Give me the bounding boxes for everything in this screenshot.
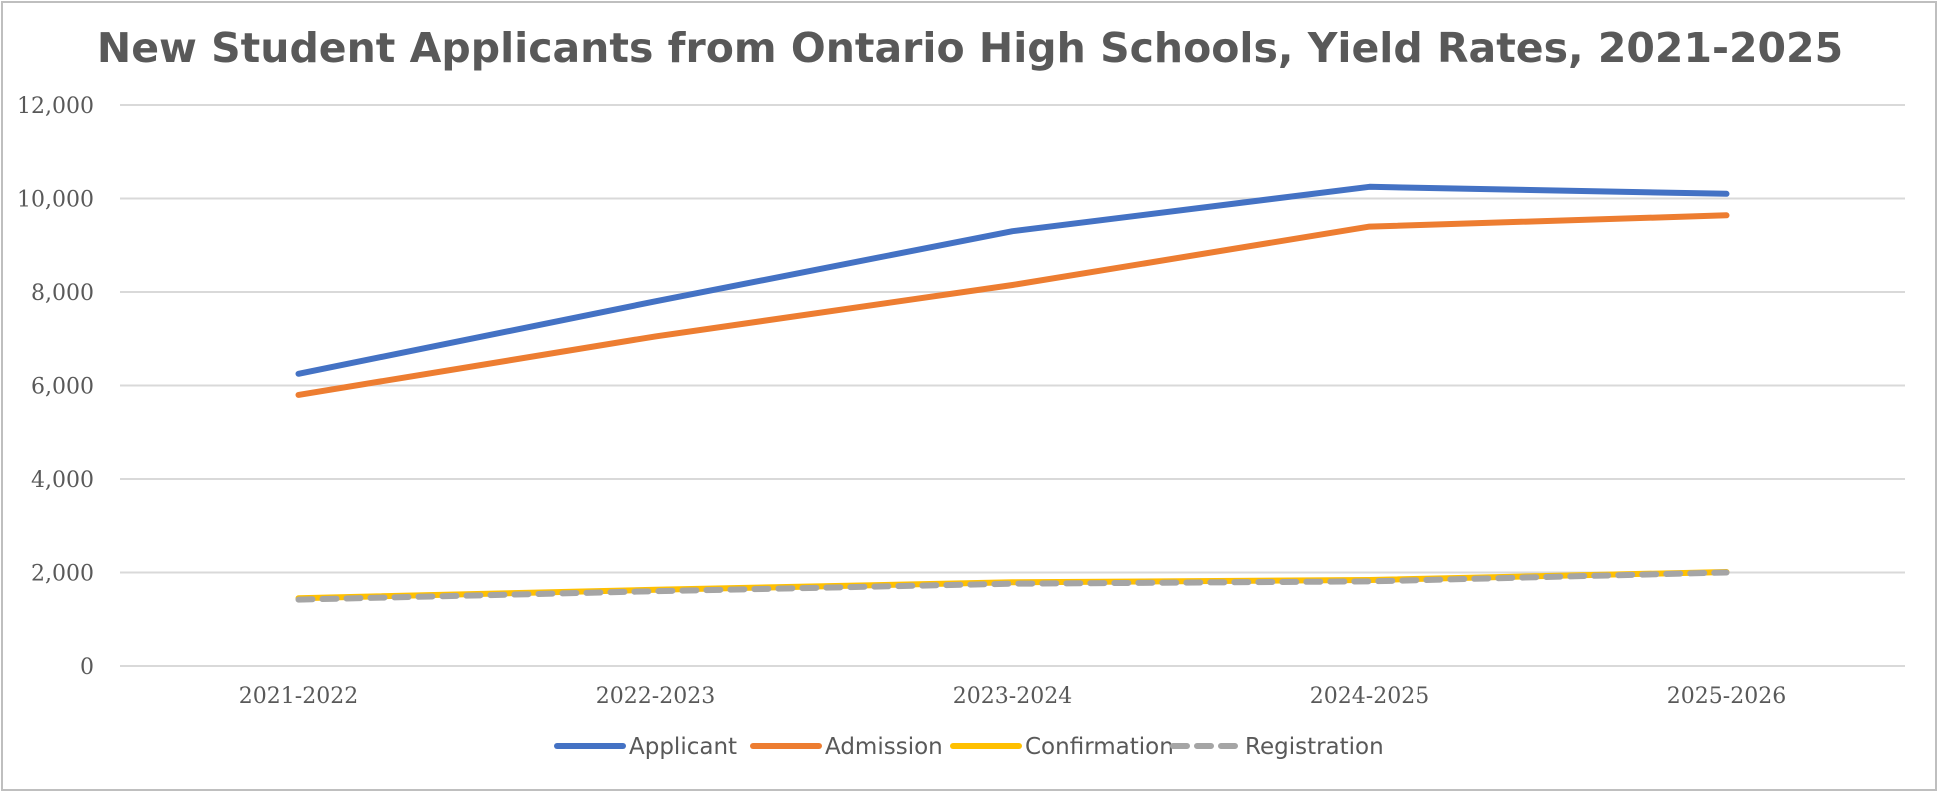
series-lines [295,183,1730,603]
data-point [655,335,656,337]
data-point [1012,583,1013,585]
data-point [1012,284,1013,286]
y-axis-tick-labels: 0 2,000 4,000 6,000 8,000 10,000 12,000 [17,94,94,680]
legend-label: Admission [825,734,943,760]
y-tick-label: 4,000 [31,468,94,493]
legend: Applicant Admission Confirmation Registrati… [554,734,1384,760]
y-tick-label: 0 [80,655,94,680]
legend-item-confirmation: Confirmation [950,734,1174,760]
data-point [655,300,656,302]
y-tick-label: 2,000 [31,562,94,587]
legend-label: Registration [1245,734,1384,760]
x-tick-label: 2023-2024 [953,684,1072,709]
x-tick-label: 2021-2022 [239,684,358,709]
x-axis-tick-labels: 2021-2022 2022-2023 2023-2024 2024-2025 2025… [239,684,1786,709]
data-point [1369,580,1370,582]
data-point [298,599,299,601]
y-tick-label: 10,000 [17,188,94,213]
x-tick-label: 2024-2025 [1310,684,1429,709]
data-point [655,590,656,592]
data-point [1369,226,1370,228]
legend-item-registration: Registration [1170,734,1384,760]
data-point [1726,193,1727,195]
data-point [1726,214,1727,216]
y-tick-label: 12,000 [17,94,94,119]
data-point [1369,186,1370,188]
legend-label: Applicant [629,734,737,760]
legend-item-applicant: Applicant [554,734,737,760]
x-tick-label: 2025-2026 [1667,684,1786,709]
legend-item-admission: Admission [750,734,943,760]
y-tick-label: 6,000 [31,375,94,400]
legend-label: Confirmation [1025,734,1174,760]
data-point [298,394,299,396]
series-line-registration [295,569,1730,603]
y-tick-label: 8,000 [31,281,94,306]
chart-title: New Student Applicants from Ontario High… [97,24,1843,72]
data-point [1012,581,1013,583]
series-line-applicant [295,183,1730,377]
data-point [1726,572,1727,573]
series-line-admission [295,212,1730,398]
data-point [298,373,299,375]
data-point [1012,230,1013,232]
x-tick-label: 2022-2023 [596,684,715,709]
